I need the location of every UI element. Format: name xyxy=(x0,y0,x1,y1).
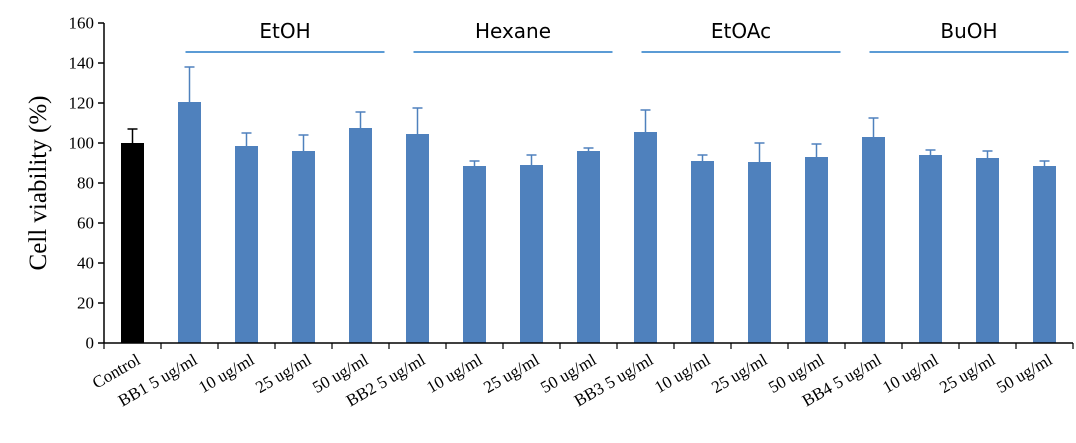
y-tick-label: 120 xyxy=(69,94,95,113)
bar xyxy=(577,151,600,343)
bar xyxy=(406,134,429,343)
bar xyxy=(634,132,657,343)
y-tick-label: 140 xyxy=(69,54,95,73)
y-tick-label: 60 xyxy=(77,214,94,233)
bar xyxy=(1033,166,1056,343)
x-tick-label: 10 ug/ml xyxy=(423,350,485,397)
x-tick-label: 10 ug/ml xyxy=(879,350,941,397)
bar xyxy=(178,102,201,343)
x-tick-label: 50 ug/ml xyxy=(993,350,1055,397)
x-tick-label: 25 ug/ml xyxy=(708,350,770,397)
bar xyxy=(292,151,315,343)
bar xyxy=(805,157,828,343)
bar xyxy=(748,162,771,343)
bar xyxy=(862,137,885,343)
y-tick-label: 160 xyxy=(69,14,95,33)
x-tick-label: 25 ug/ml xyxy=(936,350,998,397)
bar xyxy=(520,165,543,343)
bar xyxy=(976,158,999,343)
group-label: EtOAc xyxy=(711,19,771,43)
x-tick-label: 25 ug/ml xyxy=(252,350,314,397)
bar-control xyxy=(121,143,144,343)
bar xyxy=(349,128,372,343)
group-annotations: EtOH Hexane EtOAc BuOH xyxy=(185,19,1069,53)
y-axis-ticks: 0 20 40 60 80 100 120 140 160 xyxy=(69,14,1074,353)
y-tick-label: 80 xyxy=(77,174,94,193)
y-tick-label: 0 xyxy=(86,334,95,353)
x-tick-label: 10 ug/ml xyxy=(651,350,713,397)
bar xyxy=(235,146,258,343)
y-tick-label: 100 xyxy=(69,134,95,153)
error-bars xyxy=(127,66,1050,166)
y-tick-label: 20 xyxy=(77,294,94,313)
y-axis-label: Cell viability (%) xyxy=(25,96,52,271)
bar xyxy=(691,161,714,343)
y-tick-label: 40 xyxy=(77,254,94,273)
bar xyxy=(463,166,486,343)
x-tick-label: 10 ug/ml xyxy=(195,350,257,397)
group-label: BuOH xyxy=(940,19,997,43)
bar xyxy=(919,155,942,343)
x-tick-label: 25 ug/ml xyxy=(480,350,542,397)
group-label: EtOH xyxy=(259,19,310,43)
bars xyxy=(121,102,1056,343)
group-label: Hexane xyxy=(475,19,551,43)
